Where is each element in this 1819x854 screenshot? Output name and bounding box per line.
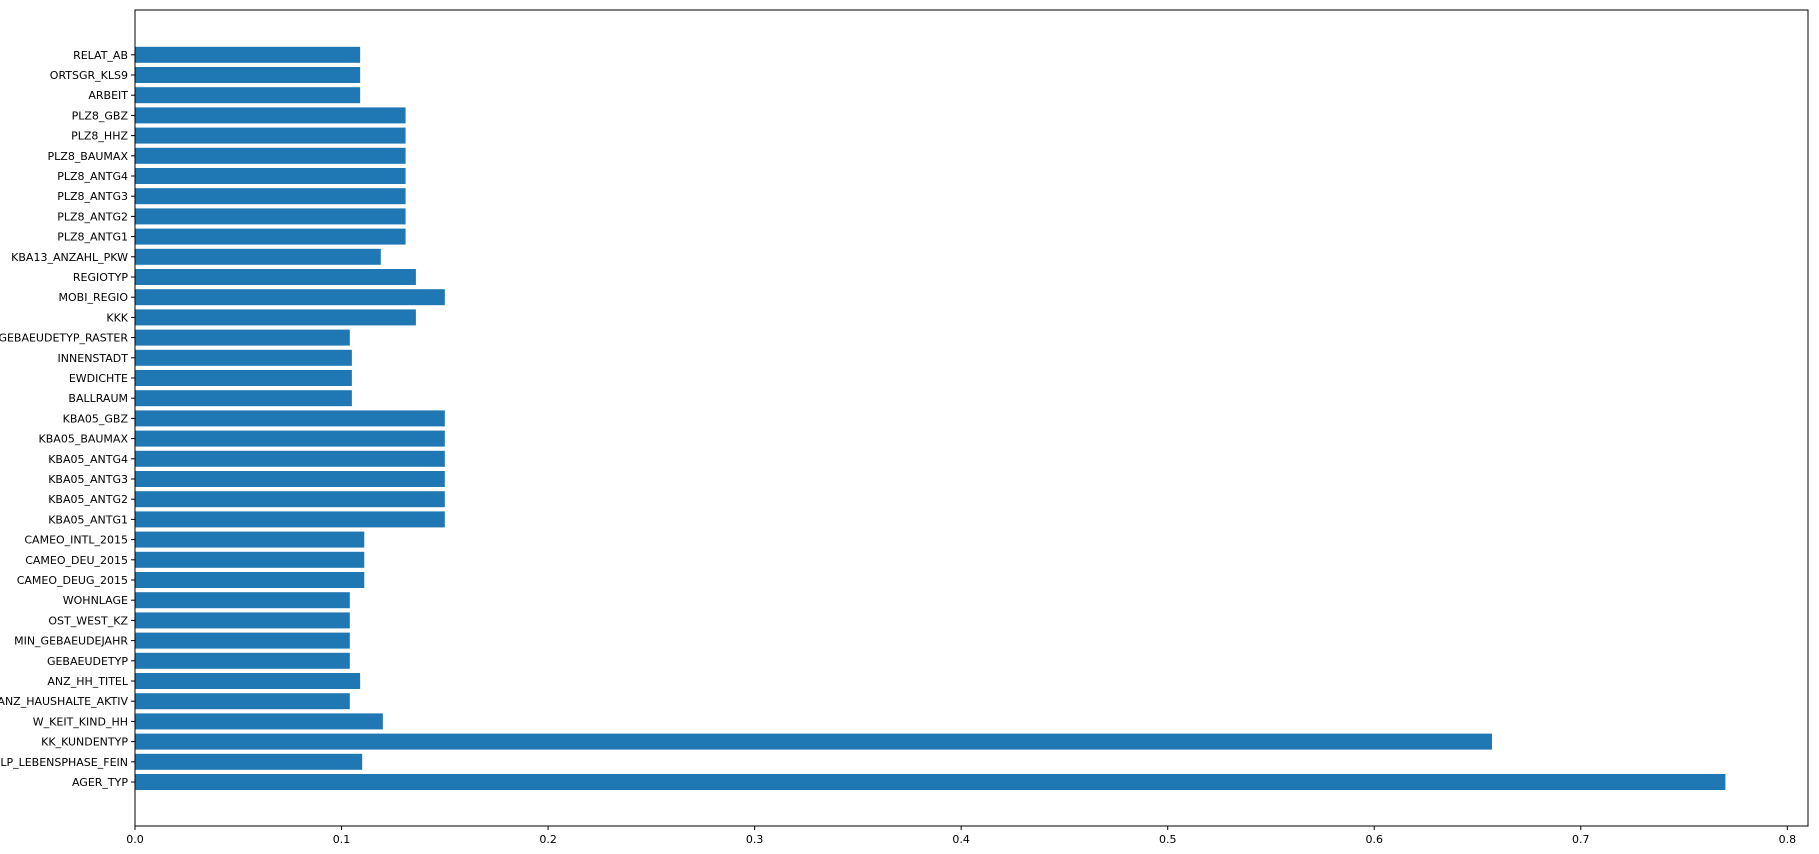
x-tick-label: 0.1	[333, 833, 351, 846]
bar-kba05-antg2	[135, 491, 445, 508]
x-tick-label: 0.7	[1572, 833, 1590, 846]
bar-lp-lebensphase-fein	[135, 753, 363, 770]
bars-group	[135, 46, 1726, 790]
bar-kba05-gbz	[135, 410, 445, 427]
y-tick-labels: AGER_TYP LP_LEBENSPHASE_FEIN KK_KUNDENTYP W…	[0, 49, 135, 789]
y-tick-label: PLZ8_HHZ	[71, 130, 128, 143]
y-tick-label: KBA05_ANTG4	[48, 453, 128, 466]
y-tick-label: KBA13_ANZAHL_PKW	[11, 251, 128, 264]
y-tick-label: ORTSGR_KLS9	[50, 69, 128, 82]
plot-frame	[134, 9, 1809, 827]
bar-wohnlage	[135, 592, 350, 609]
bar-relat-ab	[135, 46, 361, 63]
y-tick-label: RELAT_AB	[73, 49, 128, 62]
y-tick-label: REGIOTYP	[73, 271, 128, 284]
y-tick-label: PLZ8_GBZ	[72, 109, 129, 122]
bar-ager-typ	[135, 774, 1726, 790]
bar-anz-haushalte-aktiv	[135, 693, 350, 710]
y-tick-label: GEBAEUDETYP	[47, 655, 128, 668]
bar-plz8-antg1	[135, 228, 406, 245]
y-tick-label: EWDICHTE	[69, 372, 128, 385]
y-tick-label: PLZ8_ANTG2	[57, 210, 128, 223]
y-tick-label: PLZ8_ANTG1	[57, 231, 128, 244]
y-tick-label: KBA05_GBZ	[63, 412, 129, 425]
bar-ortsgr-kls9	[135, 67, 361, 83]
bar-plz8-antg2	[135, 208, 406, 225]
y-tick-label: KK_KUNDENTYP	[41, 736, 128, 749]
y-tick-label: LP_LEBENSPHASE_FEIN	[0, 756, 128, 769]
y-tick-label: MOBI_REGIO	[59, 291, 129, 304]
y-tick-label: KBA05_ANTG2	[48, 493, 128, 506]
y-tick-label: WOHNLAGE	[63, 594, 128, 607]
bar-ewdichte	[135, 370, 352, 386]
y-tick-label: ANZ_HH_TITEL	[47, 675, 128, 688]
bar-w-keit-kind-hh	[135, 713, 383, 730]
x-tick-label: 0.3	[746, 833, 764, 846]
x-tick-label: 0.2	[539, 833, 557, 846]
bar-mobi-regio	[135, 289, 445, 306]
y-tick-label: KBA05_ANTG1	[48, 513, 128, 526]
y-tick-label: KBA05_BAUMAX	[39, 433, 129, 446]
bar-ballraum	[135, 390, 352, 407]
bar-min-gebaeudejahr	[135, 632, 350, 649]
x-tick-label: 0.5	[1159, 833, 1177, 846]
y-tick-label: INNENSTADT	[58, 352, 129, 365]
bar-kba05-antg4	[135, 450, 445, 467]
bar-regiotyp	[135, 269, 416, 285]
bar-kkk	[135, 309, 416, 326]
y-tick-label: CAMEO_INTL_2015	[24, 534, 128, 547]
y-tick-label: KBA05_ANTG3	[48, 473, 128, 486]
y-tick-label: BALLRAUM	[68, 392, 128, 405]
y-tick-label: OST_WEST_KZ	[48, 614, 128, 627]
y-tick-label: PLZ8_BAUMAX	[48, 150, 129, 163]
x-axis: 0.0 0.1 0.2 0.3 0.4 0.5 0.6 0.7 0.8	[126, 826, 1796, 846]
y-tick-label: PLZ8_ANTG3	[57, 190, 128, 203]
y-tick-label: ARBEIT	[88, 89, 128, 102]
bar-gebaeudetyp-raster	[135, 329, 350, 346]
bar-gebaeudetyp	[135, 652, 350, 669]
bar-kba13-anzahl-pkw	[135, 248, 381, 265]
y-tick-label: AGER_TYP	[72, 776, 128, 789]
bar-kk-kundentyp	[135, 733, 1492, 750]
y-tick-label: KKK	[106, 311, 128, 324]
bar-plz8-hhz	[135, 127, 406, 144]
bar-anz-hh-titel	[135, 673, 361, 689]
y-tick-label: ANZ_HAUSHALTE_AKTIV	[0, 695, 128, 708]
y-tick-label: PLZ8_ANTG4	[57, 170, 128, 183]
bar-plz8-gbz	[135, 107, 406, 124]
bar-arbeit	[135, 87, 361, 104]
bar-cameo-intl-2015	[135, 531, 365, 548]
bar-kba05-baumax	[135, 430, 445, 447]
bar-innenstadt	[135, 349, 352, 366]
bar-cameo-deu-2015	[135, 551, 365, 568]
x-tick-label: 0.4	[952, 833, 970, 846]
bar-cameo-deug-2015	[135, 572, 365, 588]
y-tick-label: GEBAEUDETYP_RASTER	[0, 332, 128, 345]
bar-plz8-antg3	[135, 188, 406, 205]
bar-kba05-antg1	[135, 511, 445, 528]
y-tick-label: MIN_GEBAEUDEJAHR	[14, 635, 128, 648]
bar-plz8-antg4	[135, 168, 406, 184]
y-tick-label: W_KEIT_KIND_HH	[33, 715, 128, 728]
bar-kba05-antg3	[135, 471, 445, 487]
y-tick-label: CAMEO_DEU_2015	[25, 554, 128, 567]
x-tick-label: 0.6	[1366, 833, 1384, 846]
x-tick-label: 0.0	[126, 833, 144, 846]
bar-ost-west-kz	[135, 612, 350, 629]
x-tick-label: 0.8	[1779, 833, 1797, 846]
y-tick-label: CAMEO_DEUG_2015	[17, 574, 128, 587]
bar-plz8-baumax	[135, 147, 406, 164]
